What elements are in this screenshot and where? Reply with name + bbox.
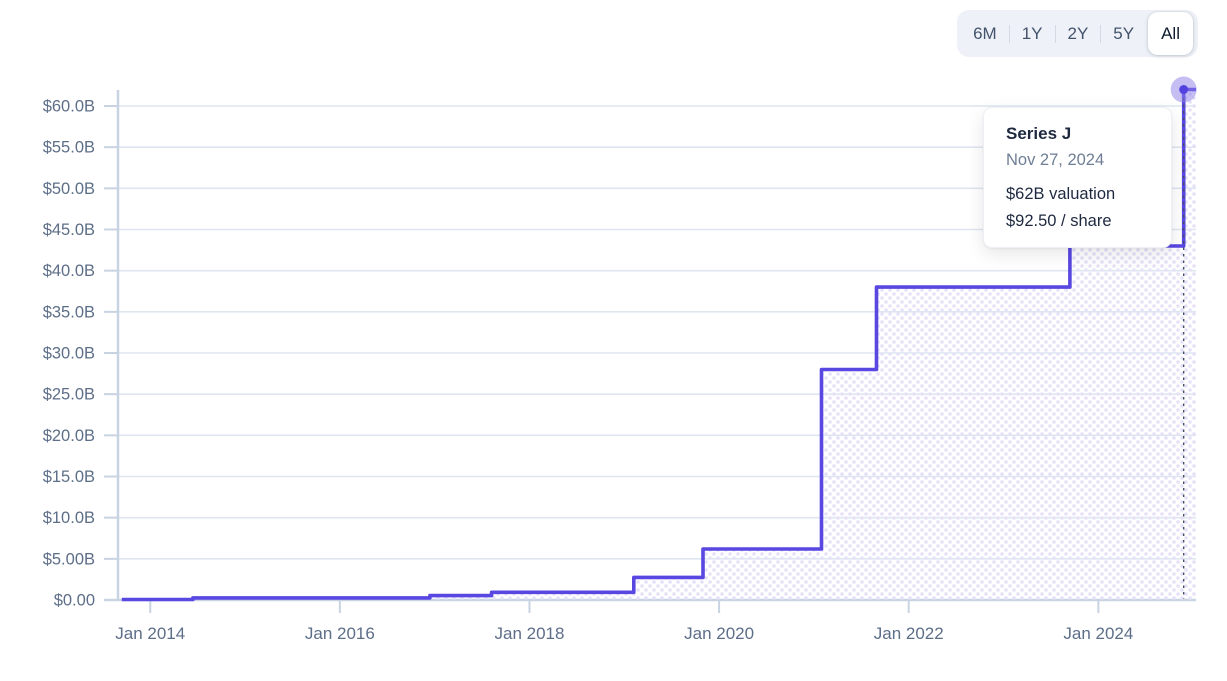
y-axis-label: $20.0B (43, 427, 95, 445)
axis-labels: $0.00 $5.00B $10.0B $15.0B $20.0B $25.0B $30.0… (43, 98, 1134, 644)
x-axis-label: Jan 2024 (1063, 624, 1133, 643)
valuation-area (121, 89, 1196, 600)
range-divider (1008, 24, 1010, 43)
valuation-line (121, 87, 1196, 602)
hover-marker-dot (1179, 85, 1189, 95)
range-button-5y[interactable]: 5Y (1102, 19, 1145, 48)
range-button-6m[interactable]: 6M (962, 19, 1008, 48)
y-axis-label: $30.0B (43, 345, 95, 363)
valuation-area-fill (121, 89, 1196, 600)
tooltip: Series J Nov 27, 2024 $62B valuation $92… (983, 107, 1172, 248)
range-divider (1054, 24, 1056, 43)
y-axis-label: $15.0B (43, 468, 95, 486)
range-button-1y[interactable]: 1Y (1011, 19, 1054, 48)
x-axis-label: Jan 2014 (115, 624, 185, 643)
y-axis-label: $40.0B (43, 262, 95, 280)
hover-marker (1170, 76, 1197, 103)
y-axis-label: $5.00B (43, 550, 95, 568)
time-range-selector: 6M 1Y 2Y 5Y All (957, 10, 1198, 57)
tooltip-round-name: Series J (1006, 124, 1072, 143)
x-axis-label: Jan 2022 (874, 624, 944, 643)
y-axis-label: $10.0B (43, 509, 95, 527)
x-axis-label: Jan 2016 (305, 624, 375, 643)
x-axis-label: Jan 2020 (684, 624, 754, 643)
y-axis-label: $35.0B (43, 303, 95, 321)
valuation-line-path (121, 87, 1196, 602)
tooltip-valuation: $62B valuation (1006, 185, 1116, 204)
range-button-all[interactable]: All (1148, 12, 1193, 55)
y-axis-label: $55.0B (43, 139, 95, 157)
range-button-2y[interactable]: 2Y (1057, 19, 1100, 48)
tooltip-share-price: $92.50 / share (1006, 211, 1112, 230)
y-axis-label: $25.0B (43, 386, 95, 404)
tooltip-date: Nov 27, 2024 (1006, 150, 1105, 169)
x-axis-label: Jan 2018 (495, 624, 565, 643)
range-divider (1100, 24, 1102, 43)
y-axis-label: $0.00 (54, 592, 95, 610)
y-axis-label: $50.0B (43, 180, 95, 198)
y-axis-label: $60.0B (43, 98, 95, 116)
y-axis-label: $45.0B (43, 221, 95, 239)
